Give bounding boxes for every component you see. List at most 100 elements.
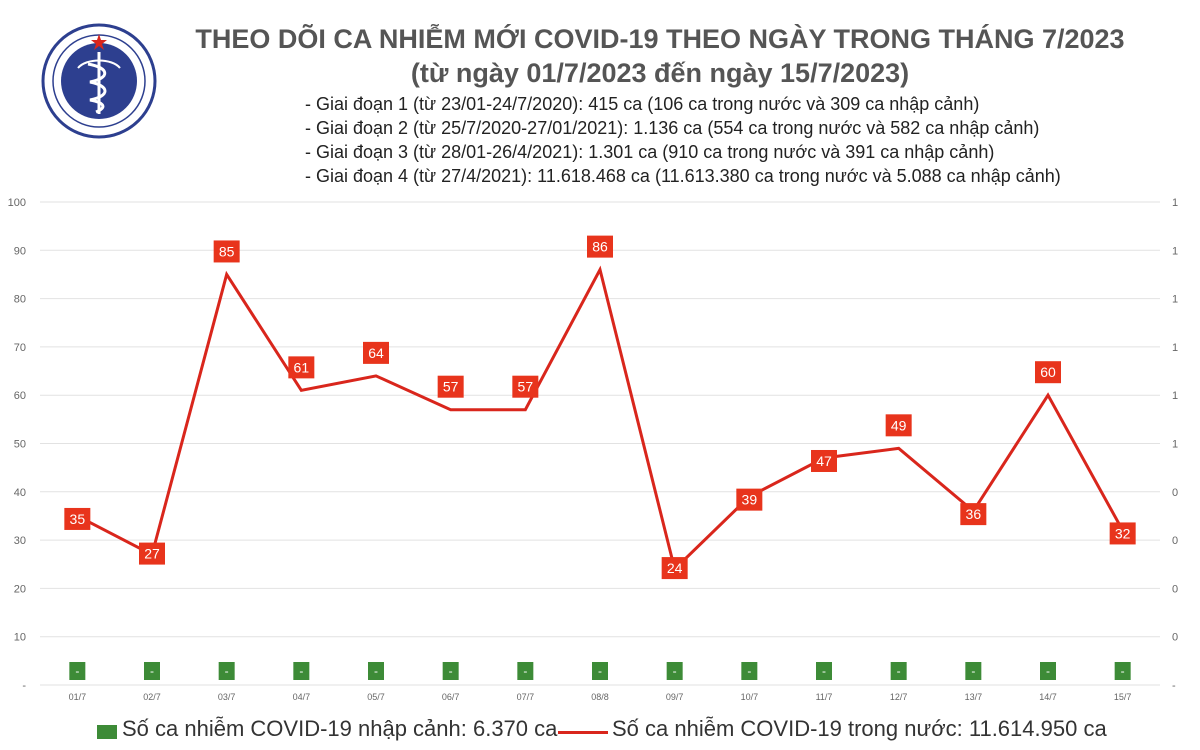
imported-bar [1040, 662, 1056, 680]
data-label-box [139, 542, 165, 565]
data-label: 47 [816, 453, 832, 469]
data-label: 32 [1115, 525, 1131, 541]
chart-subtitle: (từ ngày 01/7/2023 đến ngày 15/7/2023) [410, 58, 910, 88]
x-tick-label: 12/7 [890, 692, 908, 702]
data-label-box [288, 356, 315, 379]
legend-swatch-imported [97, 725, 117, 739]
x-tick-label: 08/8 [591, 692, 609, 702]
imported-bar [816, 662, 832, 680]
data-label: 27 [144, 546, 160, 562]
data-label: 57 [518, 379, 534, 395]
ministry-of-health-logo [40, 22, 158, 140]
imported-bar [1114, 662, 1131, 680]
imported-bar-label: - [225, 664, 229, 678]
y-tick-right: 0 [1172, 487, 1178, 499]
data-label-box [512, 375, 539, 398]
x-tick-label: 03/7 [218, 692, 236, 702]
x-tick-label: 13/7 [965, 692, 983, 702]
data-label-box [885, 414, 912, 437]
y-tick-right: 1 [1172, 439, 1178, 451]
data-label: 39 [742, 492, 758, 508]
line-chart: 100 190 180 170 160 150 140 030 020 010 0- -01/7 02/… [8, 197, 1178, 702]
data-label-box [1035, 361, 1061, 384]
imported-bar [442, 662, 459, 680]
y-tick-right: 0 [1172, 583, 1178, 595]
data-label: 61 [294, 359, 310, 375]
y-tick-right: 0 [1172, 535, 1178, 547]
x-tick-label: 14/7 [1039, 692, 1057, 702]
data-label: 86 [592, 239, 608, 255]
data-label: 35 [70, 511, 86, 527]
y-tick-left: 30 [14, 535, 26, 547]
data-label: 57 [443, 379, 459, 395]
imported-bar-label: - [75, 664, 79, 678]
data-label-box [1109, 522, 1136, 545]
y-tick-left: 20 [14, 583, 26, 595]
y-tick-right: 1 [1172, 197, 1178, 209]
data-label-box [661, 557, 688, 580]
data-label-box [960, 503, 987, 526]
data-label-box [811, 449, 837, 472]
imported-bar-label: - [673, 664, 677, 678]
y-tick-left: 70 [14, 342, 26, 354]
imported-bar-label: - [897, 664, 901, 678]
x-tick-label: 07/7 [517, 692, 535, 702]
x-tick-label: 10/7 [741, 692, 759, 702]
note-stage-2: - Giai đoạn 2 (từ 25/7/2020-27/01/2021):… [305, 118, 1040, 138]
y-tick-left: - [22, 680, 26, 692]
imported-bar [517, 662, 534, 680]
x-tick-label: 02/7 [143, 692, 161, 702]
y-tick-right: 1 [1172, 342, 1178, 354]
data-label: 60 [1040, 364, 1056, 380]
imported-bar [218, 662, 235, 680]
imported-bar [741, 662, 758, 680]
legend-swatch-domestic [558, 731, 608, 734]
y-tick-left: 50 [14, 439, 26, 451]
x-tick-label: 11/7 [816, 692, 833, 702]
chart-title-block: THEO DÕI CA NHIỄM MỚI COVID-19 THEO NGÀY… [170, 22, 1150, 90]
x-tick-label: 01/7 [69, 692, 87, 702]
y-tick-right: 1 [1172, 294, 1178, 306]
note-stage-4: - Giai đoạn 4 (từ 27/4/2021): 11.618.468… [305, 166, 1061, 186]
imported-bar-label: - [747, 664, 751, 678]
data-label: 24 [667, 560, 683, 576]
imported-bar-label: - [1121, 664, 1125, 678]
y-tick-left: 90 [14, 245, 26, 257]
data-label: 49 [891, 417, 907, 433]
y-tick-right: - [1172, 680, 1176, 692]
x-tick-label: 04/7 [293, 692, 311, 702]
data-label-box [213, 240, 240, 263]
data-label-box [363, 341, 389, 364]
y-tick-right: 1 [1172, 390, 1178, 402]
imported-bar [293, 662, 310, 680]
data-label: 64 [368, 345, 384, 361]
imported-bar [368, 662, 384, 680]
imported-bar-label: - [374, 664, 378, 678]
note-stage-1: - Giai đoạn 1 (từ 23/01-24/7/2020): 415 … [305, 94, 980, 114]
imported-bar-label: - [971, 664, 975, 678]
imported-bar [666, 662, 683, 680]
y-tick-left: 100 [8, 197, 26, 209]
imported-bar-label: - [299, 664, 303, 678]
imported-bar [965, 662, 982, 680]
imported-bar [890, 662, 907, 680]
imported-bar-label: - [822, 664, 826, 678]
imported-bar [592, 662, 608, 680]
y-tick-right: 1 [1172, 245, 1178, 257]
y-tick-left: 60 [14, 390, 26, 402]
y-tick-left: 10 [14, 632, 26, 644]
x-tick-label: 06/7 [442, 692, 460, 702]
y-tick-left: 40 [14, 487, 26, 499]
imported-bar [144, 662, 160, 680]
data-label: 85 [219, 243, 235, 259]
data-label-box [64, 507, 91, 530]
note-stage-3: - Giai đoạn 3 (từ 28/01-26/4/2021): 1.30… [305, 142, 995, 162]
x-tick-label: 09/7 [666, 692, 684, 702]
imported-bar-label: - [598, 664, 602, 678]
y-tick-right: 0 [1172, 632, 1178, 644]
x-tick-label: 05/7 [367, 692, 385, 702]
legend: Số ca nhiễm COVID-19 nhập cảnh: 6.370 ca… [0, 712, 1200, 748]
imported-bar-label: - [523, 664, 527, 678]
legend-label-domestic: Số ca nhiễm COVID-19 trong nước: 11.614.… [612, 716, 1107, 741]
data-label-box [736, 488, 763, 511]
